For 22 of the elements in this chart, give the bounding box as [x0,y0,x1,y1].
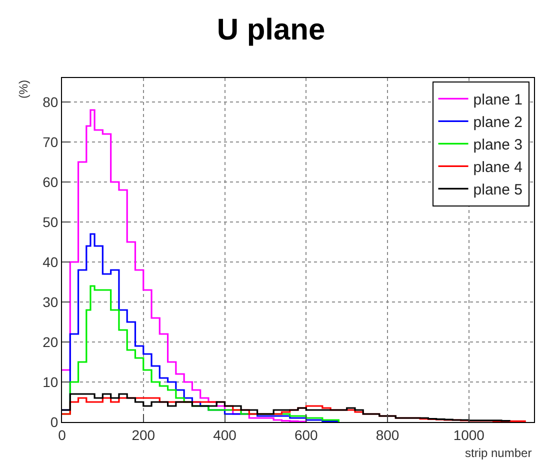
y-axis-title: (%) [16,80,30,98]
chart-title: U plane [216,14,326,47]
y-tick-label: 10 [42,374,58,390]
y-tick-label: 30 [42,294,58,310]
legend-label: plane 4 [473,159,522,176]
y-tick-label: 0 [50,414,58,430]
x-tick-label: 1000 [453,426,485,443]
y-tick-label: 50 [42,214,58,230]
x-tick-label: 600 [294,426,318,443]
legend-label: plane 3 [473,136,522,154]
legend-label: plane 5 [473,182,522,199]
x-tick-label: 800 [376,426,400,443]
y-tick-label: 60 [42,174,58,190]
x-axis-title: strip number [465,446,532,460]
legend-label: plane 1 [473,92,522,109]
x-tick-label: 200 [132,426,156,443]
y-tick-label: 80 [42,94,58,110]
y-tick-label: 20 [42,334,58,350]
legend-label: plane 2 [473,114,522,132]
y-tick-label: 70 [42,134,58,150]
y-tick-label: 40 [42,254,58,270]
x-tick-label: 400 [213,426,237,443]
